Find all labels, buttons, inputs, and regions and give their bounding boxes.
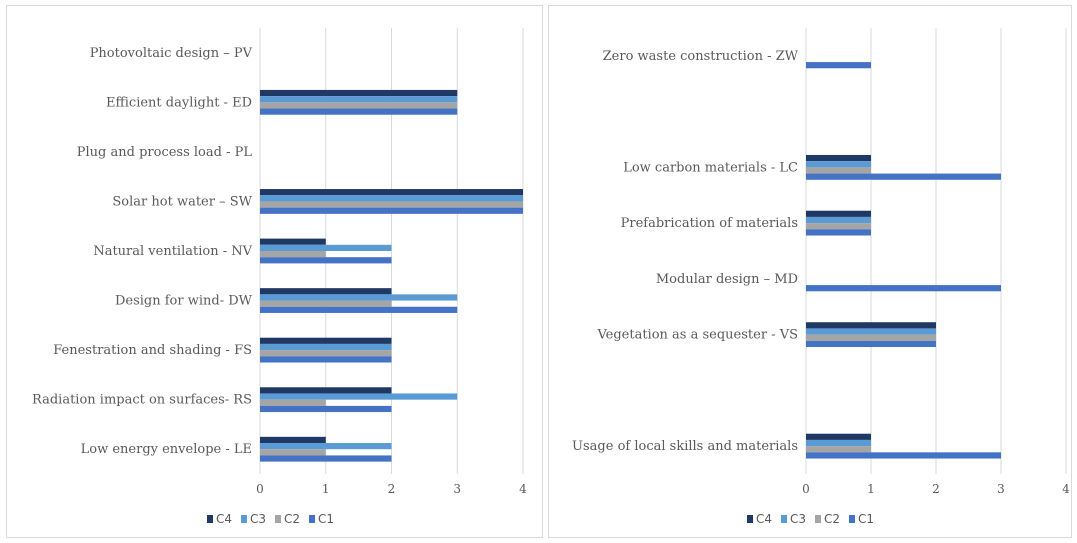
legend-swatch-c1 — [309, 515, 315, 523]
legend-label-c2: C2 — [284, 512, 300, 526]
category-label: Vegetation as a sequester - VS — [596, 328, 798, 343]
bar-c1 — [806, 285, 1001, 292]
bar-c1 — [806, 62, 871, 69]
bar-c1 — [806, 229, 871, 236]
bar-c1 — [260, 356, 392, 363]
bar-c1 — [806, 452, 1001, 459]
legend-label-c3: C3 — [790, 512, 806, 526]
legend-label-c1: C1 — [858, 512, 874, 526]
bar-c1 — [260, 455, 392, 462]
bar-c1 — [260, 257, 392, 264]
category-label: Radiation impact on surfaces- RS — [32, 393, 252, 408]
bar-c2 — [260, 399, 326, 406]
legend-label-c4: C4 — [216, 512, 232, 526]
bar-c4 — [260, 337, 392, 344]
x-tick-label: 0 — [256, 482, 264, 496]
bar-c2 — [260, 350, 392, 357]
bar-c3 — [260, 343, 392, 351]
bar-c4 — [806, 154, 871, 162]
category-label: Solar hot water – SW — [112, 194, 252, 209]
x-tick-label: 1 — [867, 482, 875, 496]
bar-c4 — [260, 238, 326, 245]
legend-label-c1: C1 — [318, 512, 334, 526]
legend-label-c4: C4 — [756, 512, 772, 526]
bar-c4 — [806, 433, 871, 440]
legend-swatch-c3 — [241, 515, 247, 523]
bar-c4 — [260, 89, 458, 97]
bar-c4 — [260, 288, 392, 295]
chart-panel-right: 0 1 2 3 4 Zero waste construction - ZW Low car… — [548, 5, 1072, 538]
bar-c3 — [260, 443, 392, 450]
bar-c2 — [806, 167, 871, 174]
category-label: Usage of local skills and materials — [572, 439, 798, 454]
x-tick-label: 3 — [453, 482, 461, 496]
x-tick-label: 2 — [388, 482, 396, 496]
bar-c2 — [806, 446, 871, 453]
x-tick-label: 2 — [932, 482, 940, 496]
category-label: Plug and process load - PL — [77, 145, 253, 160]
bar-c2 — [260, 102, 458, 109]
bar-c4 — [806, 210, 871, 217]
legend-swatch-c4 — [747, 515, 753, 523]
category-label: Design for wind- DW — [115, 294, 253, 309]
bar-c2 — [260, 251, 326, 258]
legend-swatch-c2 — [275, 515, 281, 523]
x-tick-label: 4 — [519, 482, 527, 496]
category-label: Prefabrication of materials — [621, 216, 798, 231]
x-tick-label: 1 — [322, 482, 330, 496]
x-tick-label: 3 — [997, 482, 1005, 496]
chart-panel-left: 0 1 2 3 4 Photovoltaic design – PV Efficient d… — [6, 5, 543, 538]
x-tick-label: 0 — [802, 482, 810, 496]
chart-left: 0 1 2 3 4 Photovoltaic design – PV Efficient d… — [32, 28, 527, 526]
legend-swatch-c3 — [781, 515, 787, 523]
bar-c3 — [806, 439, 871, 447]
legend-label-c2: C2 — [824, 512, 840, 526]
legend-label-c3: C3 — [250, 512, 266, 526]
bar-c3 — [806, 216, 871, 224]
bar-c1 — [260, 207, 523, 214]
category-label: Photovoltaic design – PV — [90, 46, 253, 61]
bar-c3 — [806, 328, 936, 335]
bar-c3 — [260, 195, 523, 202]
bar-c1 — [260, 306, 458, 313]
bar-c4 — [806, 322, 936, 329]
legend-swatch-c1 — [849, 515, 855, 523]
bar-c3 — [260, 96, 458, 103]
bar-c4 — [260, 189, 523, 196]
bar-c1 — [260, 405, 392, 413]
bar-c4 — [260, 436, 326, 444]
chart-right: 0 1 2 3 4 Zero waste construction - ZW Low car… — [572, 28, 1070, 526]
bar-c1 — [260, 108, 458, 115]
bar-c1 — [806, 340, 936, 348]
bar-c3 — [260, 393, 458, 400]
category-label: Fenestration and shading - FS — [53, 343, 252, 358]
bar-c4 — [260, 387, 392, 394]
bar-c3 — [260, 294, 458, 301]
bar-c3 — [260, 244, 392, 251]
bar-c2 — [260, 300, 392, 307]
bar-c3 — [806, 161, 871, 168]
bar-c1 — [806, 173, 1001, 180]
bar-c2 — [260, 449, 326, 456]
x-tick-label: 4 — [1062, 482, 1070, 496]
category-label: Natural ventilation - NV — [93, 244, 252, 259]
bar-c2 — [260, 201, 523, 208]
category-label: Modular design – MD — [656, 272, 798, 287]
legend-swatch-c2 — [815, 515, 821, 523]
bar-c2 — [806, 223, 871, 230]
category-label: Low energy envelope - LE — [81, 442, 252, 457]
category-label: Zero waste construction - ZW — [603, 49, 799, 64]
legend-swatch-c4 — [207, 515, 213, 523]
bar-c2 — [806, 334, 936, 341]
category-label: Efficient daylight - ED — [106, 95, 252, 110]
category-label: Low carbon materials - LC — [623, 160, 798, 175]
